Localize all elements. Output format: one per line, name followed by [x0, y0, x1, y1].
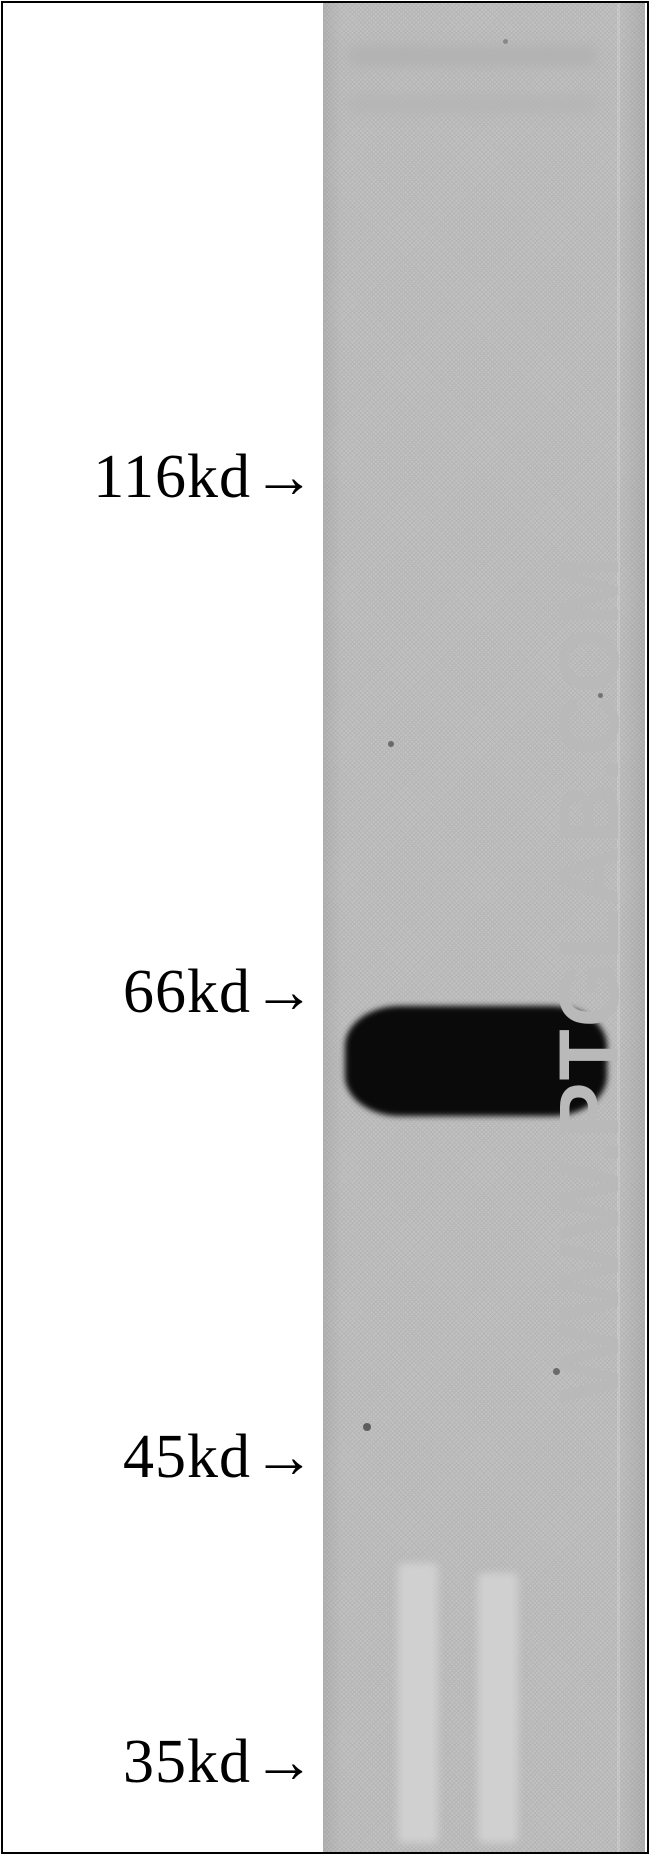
- lane-smudge: [348, 45, 598, 67]
- lane-streak: [478, 1573, 518, 1843]
- mw-marker-row: 35kd→: [0, 1731, 315, 1793]
- mw-marker-row: 45kd→: [0, 1426, 315, 1488]
- mw-marker-row: 116kd→: [0, 446, 315, 508]
- mw-marker-row: 66kd→: [0, 961, 315, 1023]
- mw-marker-label: 66kd: [123, 961, 251, 1023]
- lane-speck: [598, 693, 603, 698]
- arrow-right-icon: →: [253, 1426, 315, 1488]
- mw-marker-label: 116kd: [93, 446, 251, 508]
- blot-lane: [323, 3, 645, 1852]
- lane-speck: [388, 741, 394, 747]
- lane-speck: [561, 603, 567, 609]
- main-band: [345, 1006, 607, 1116]
- mw-marker-label: 35kd: [123, 1731, 251, 1793]
- lane-speck: [363, 1423, 371, 1431]
- arrow-right-icon: →: [253, 961, 315, 1023]
- lane-smudge: [348, 95, 598, 113]
- lane-speck: [553, 1368, 560, 1375]
- lane-speck: [503, 39, 508, 44]
- mw-marker-label: 45kd: [123, 1426, 251, 1488]
- lane-streak: [398, 1563, 438, 1843]
- arrow-right-icon: →: [253, 446, 315, 508]
- arrow-right-icon: →: [253, 1731, 315, 1793]
